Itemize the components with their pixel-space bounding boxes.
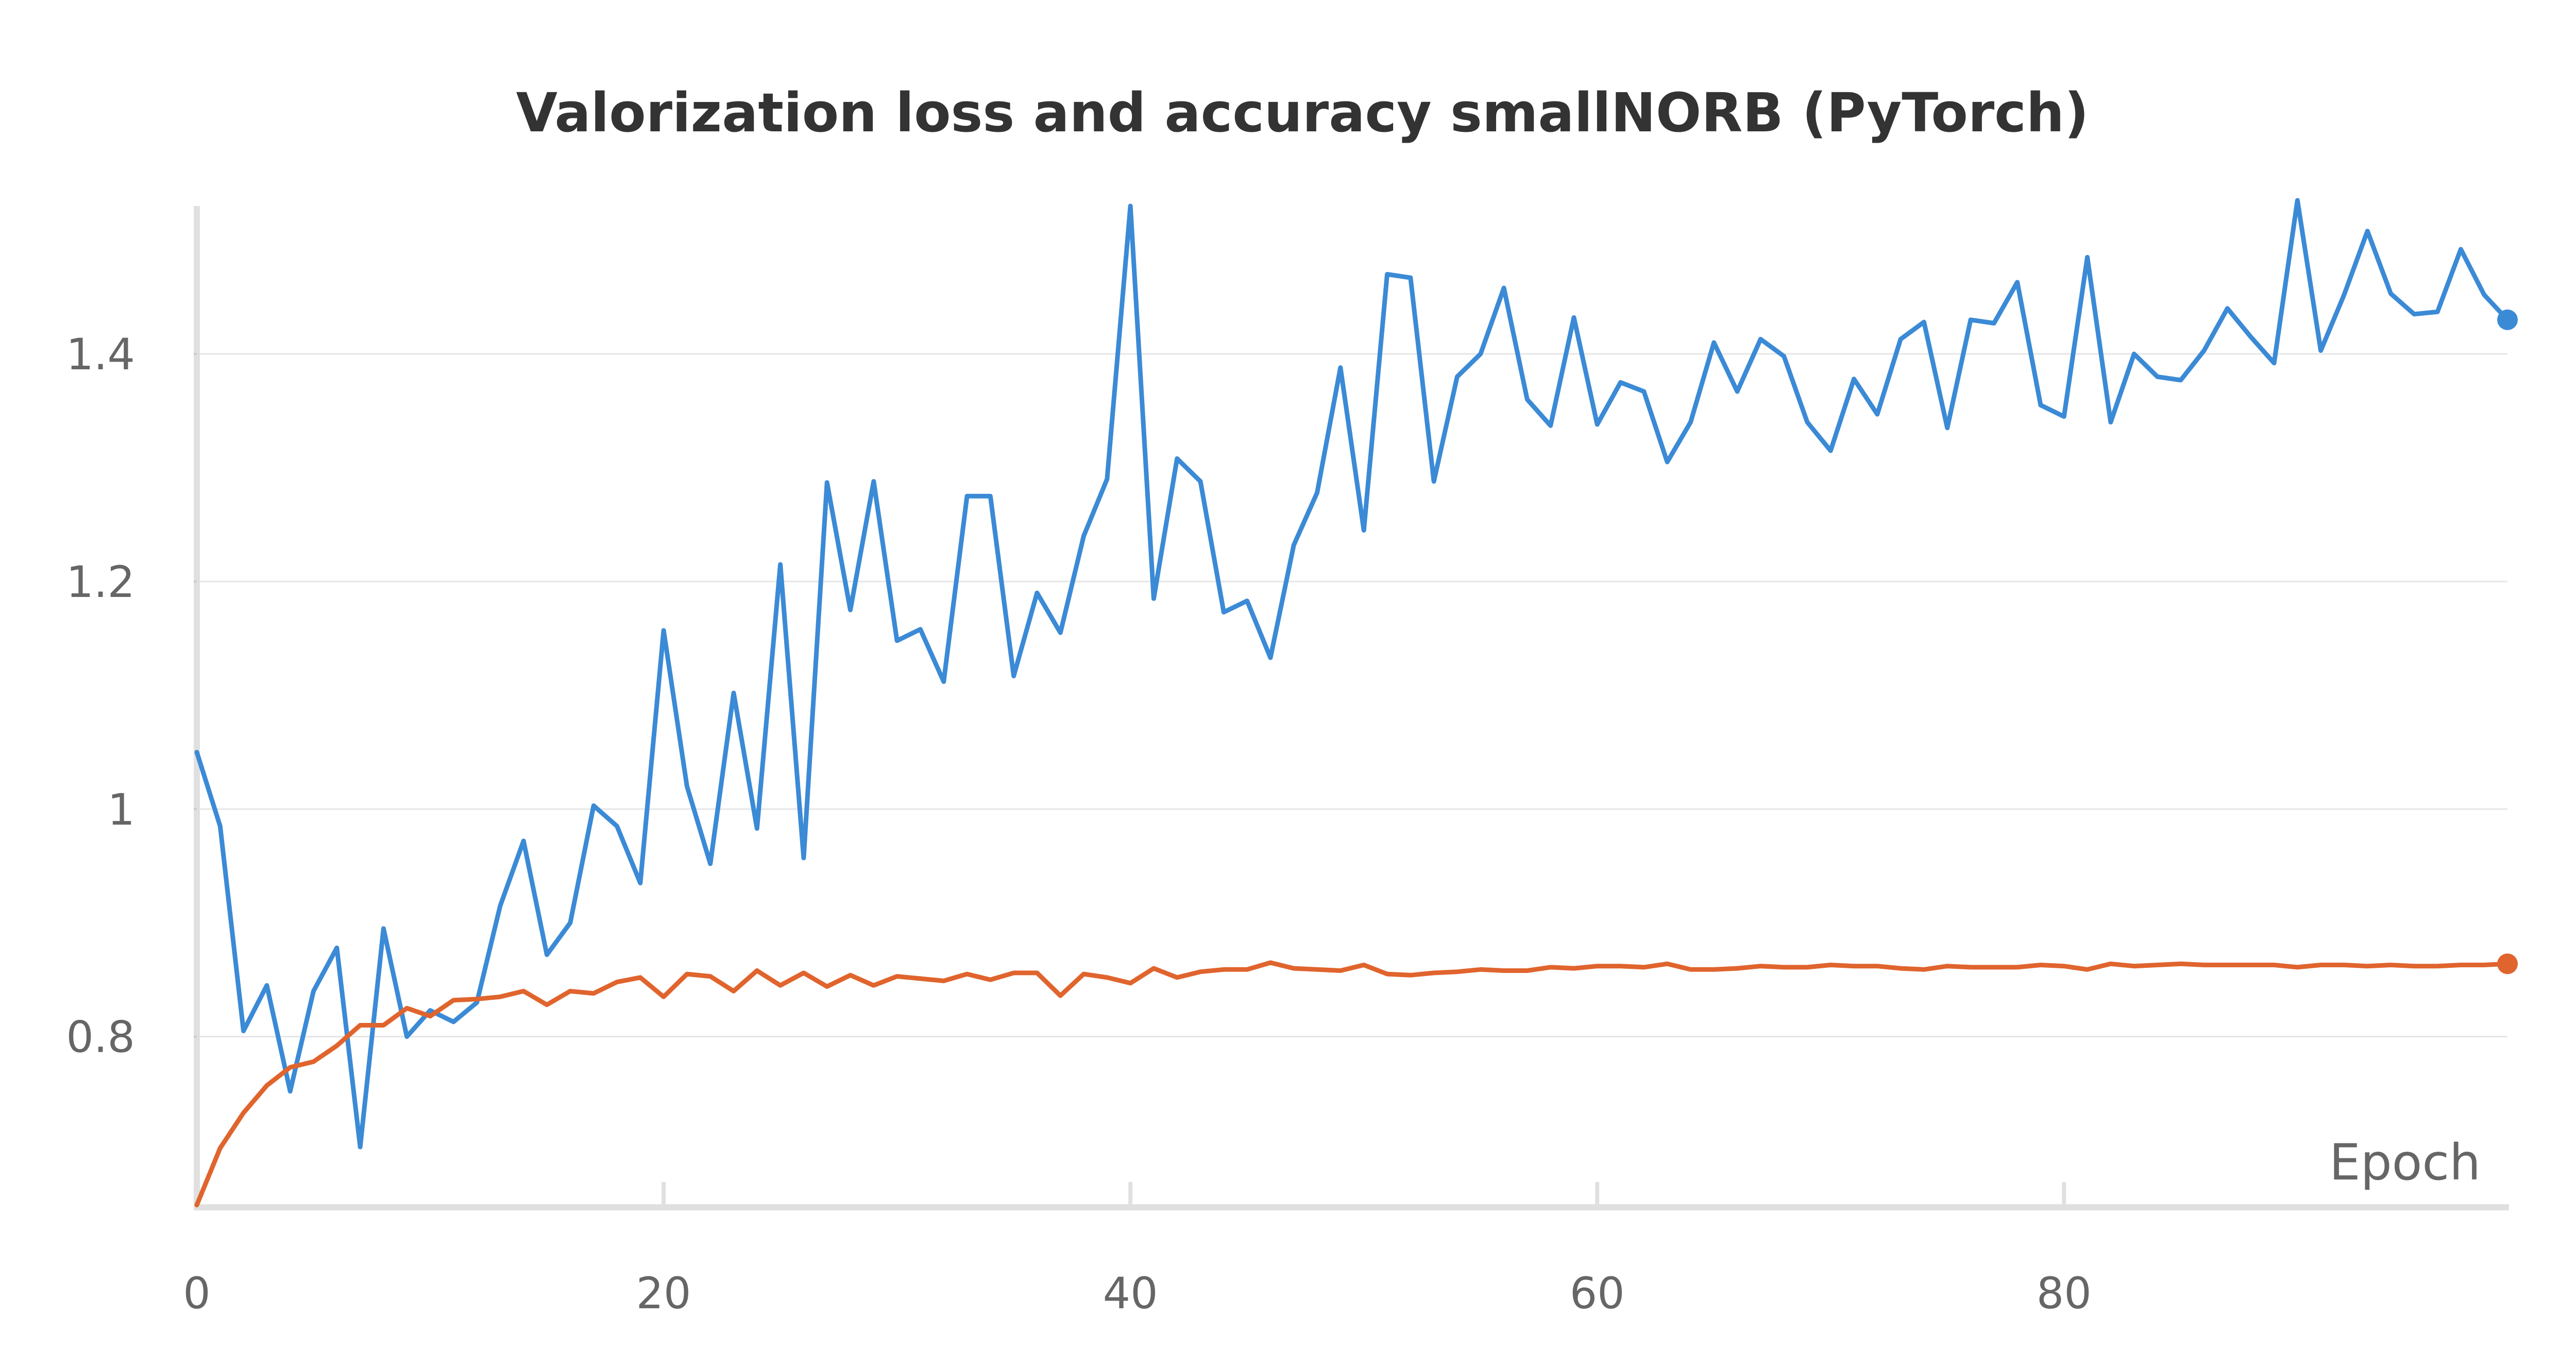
y-tick-label: 0.8	[66, 1012, 135, 1063]
series-end-marker-1	[2497, 309, 2518, 330]
series-line-1	[194, 198, 2510, 1150]
y-tick-label: 1	[108, 784, 135, 835]
y-tick-label: 1.4	[66, 329, 135, 380]
axes	[194, 206, 2509, 1210]
x-tick-label: 0	[183, 1268, 210, 1319]
series	[194, 198, 2518, 1208]
x-axis-label: Epoch	[2329, 1134, 2481, 1191]
series-end-marker-2	[2497, 953, 2518, 974]
x-tick-label: 40	[1103, 1268, 1158, 1319]
x-ticks: 0 20 40 60 80	[183, 1182, 2092, 1319]
x-tick-label: 20	[636, 1268, 691, 1319]
x-tick-label: 60	[1570, 1268, 1625, 1319]
gridlines	[197, 353, 2507, 1038]
series-line-2	[194, 960, 2510, 1208]
y-ticks: 0.8 1 1.2 1.4	[66, 329, 197, 1063]
x-tick-label: 80	[2037, 1268, 2092, 1319]
y-tick-label: 1.2	[66, 557, 135, 607]
chart-title: Valorization loss and accuracy smallNORB…	[516, 81, 2089, 144]
